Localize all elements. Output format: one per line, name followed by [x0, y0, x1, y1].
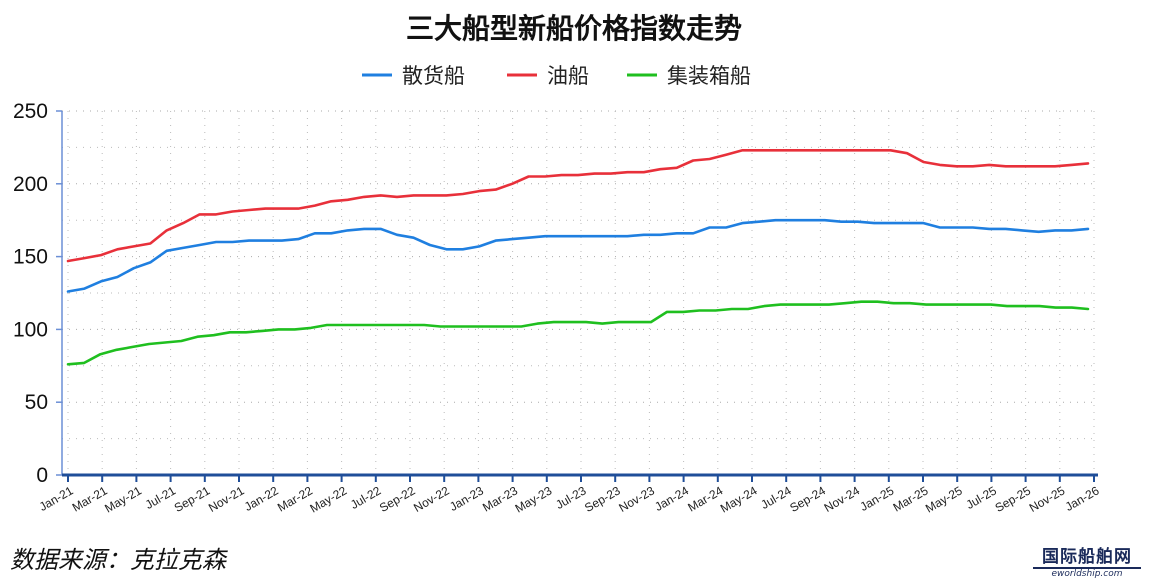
- x-tick-label: Jan-24: [652, 483, 691, 514]
- site-logo: 国际船舶网 eworldship.com: [1033, 542, 1141, 579]
- x-tick-label: Jan-21: [37, 483, 76, 514]
- x-tick-label: Nov-23: [616, 483, 657, 515]
- y-tick-label: 50: [25, 391, 48, 414]
- x-tick-label: Jan-26: [1063, 483, 1102, 514]
- x-tick-label: Mar-21: [70, 483, 110, 514]
- x-tick-label: Sep-21: [172, 483, 213, 515]
- x-tick-label: Jul-25: [964, 483, 1000, 512]
- logo-text: 国际船舶网: [1042, 547, 1132, 567]
- y-tick-label: 0: [36, 464, 48, 487]
- x-tick-label: Jan-23: [447, 483, 486, 514]
- x-tick-label: Nov-24: [822, 483, 863, 515]
- series-line: [66, 300, 1090, 366]
- x-tick-label: Sep-25: [993, 483, 1034, 515]
- axes: [56, 110, 1098, 482]
- chart-title: 三大船型新船价格指数走势: [406, 12, 742, 45]
- series-line: [66, 149, 1090, 263]
- legend-label: 油船: [547, 64, 589, 88]
- x-tick-label: May-22: [307, 483, 349, 515]
- x-tick-label: Nov-25: [1027, 483, 1068, 515]
- grid: [62, 110, 1098, 475]
- x-tick-label: Jul-21: [143, 483, 179, 512]
- x-tick-label: Jan-25: [858, 483, 897, 514]
- series-line: [66, 218, 1090, 293]
- x-tick-label: Jul-23: [553, 483, 589, 512]
- logo-subtext: eworldship.com: [1033, 567, 1141, 579]
- x-tick-label: May-21: [102, 483, 144, 515]
- x-tick-labels: Jan-21Mar-21May-21Jul-21Sep-21Nov-21Jan-…: [37, 483, 1102, 515]
- y-tick-label: 250: [13, 100, 48, 123]
- legend-label: 散货船: [402, 64, 465, 88]
- x-tick-label: Mar-23: [480, 483, 520, 514]
- x-tick-label: Nov-21: [206, 483, 247, 515]
- x-tick-label: Nov-22: [411, 483, 452, 515]
- source-note: 数据来源：克拉克森: [10, 546, 226, 574]
- y-tick-label: 150: [13, 246, 48, 269]
- x-tick-label: Jul-22: [348, 483, 384, 512]
- x-tick-label: May-25: [923, 483, 965, 515]
- y-tick-labels: 0 50 100 150 200 250: [13, 100, 48, 487]
- x-tick-label: Mar-24: [685, 483, 725, 514]
- x-tick-label: Sep-24: [787, 483, 828, 515]
- x-tick-label: May-23: [513, 483, 555, 515]
- legend: 散货船 油船 集装箱船: [362, 64, 751, 88]
- series-lines: [66, 149, 1090, 366]
- y-tick-label: 200: [13, 173, 48, 196]
- x-tick-label: Jul-24: [758, 483, 794, 512]
- legend-label: 集装箱船: [667, 64, 751, 88]
- x-tick-label: Sep-22: [377, 483, 418, 515]
- x-tick-label: May-24: [718, 483, 760, 515]
- x-tick-label: Mar-22: [275, 483, 315, 514]
- x-tick-label: Jan-22: [242, 483, 281, 514]
- x-tick-label: Sep-23: [582, 483, 623, 515]
- x-tick-label: Mar-25: [891, 483, 931, 514]
- y-tick-label: 100: [13, 318, 48, 341]
